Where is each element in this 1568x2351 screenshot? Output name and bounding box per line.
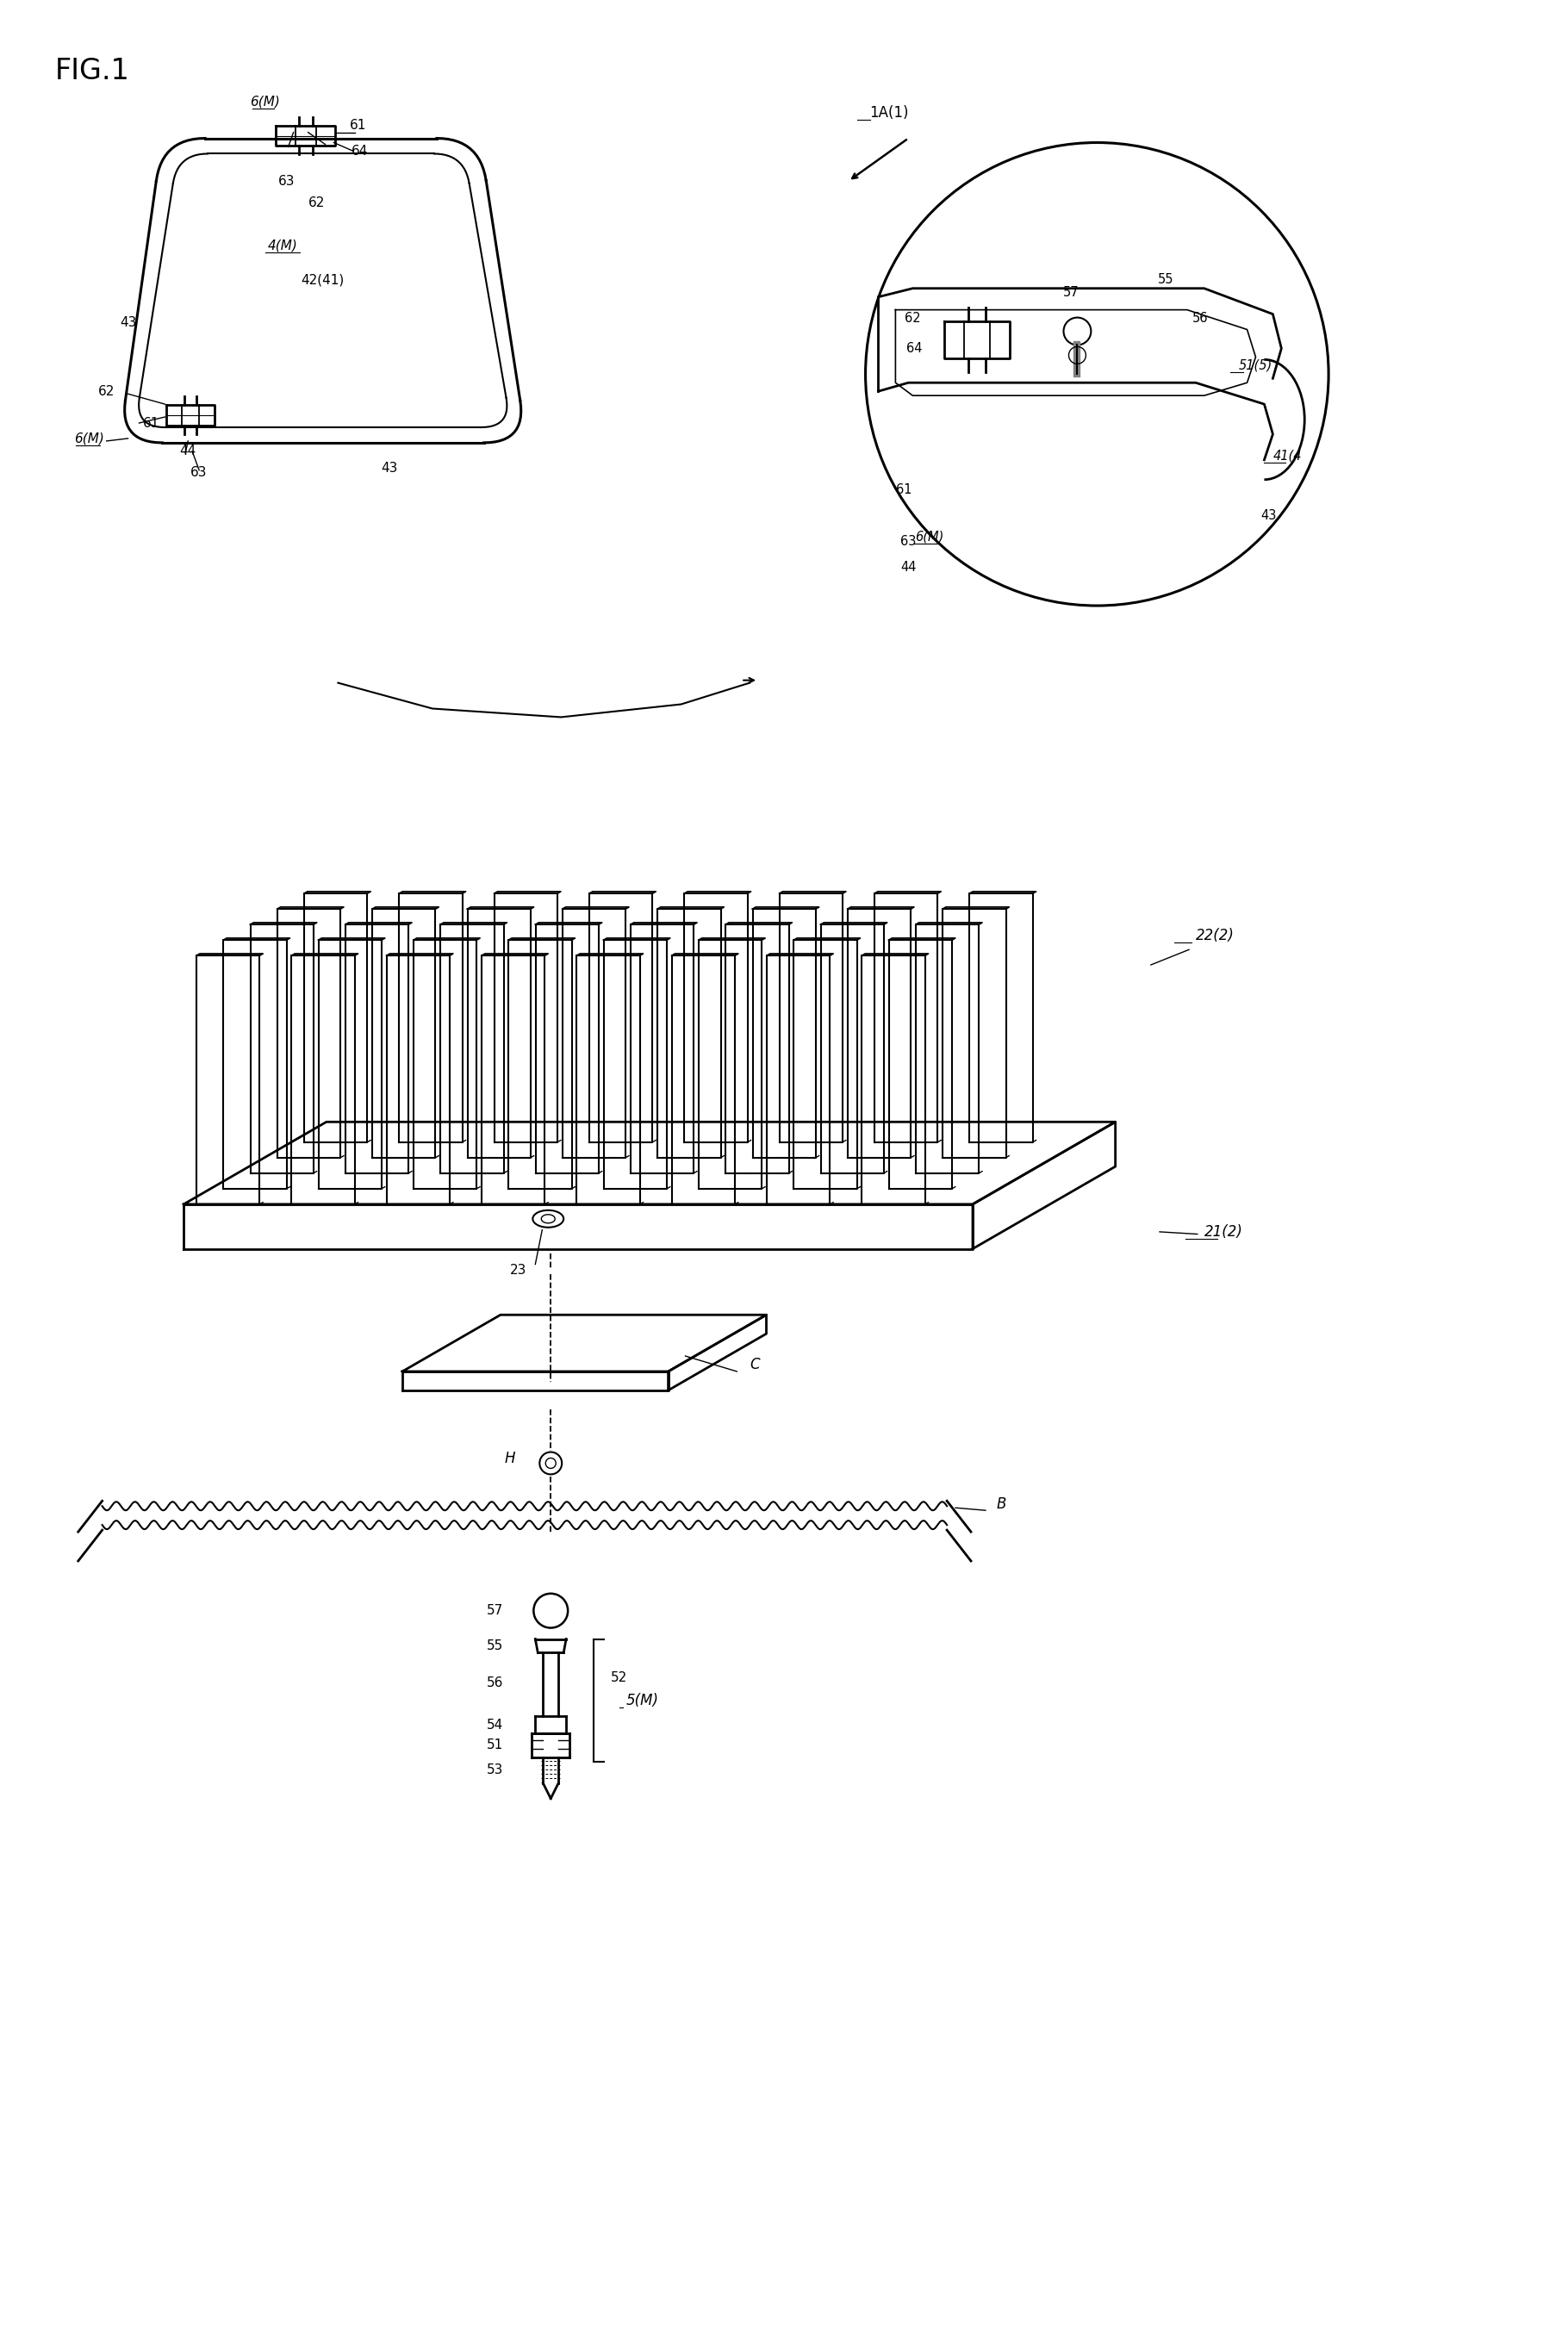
Text: 61: 61 <box>143 416 160 430</box>
Text: 6(M): 6(M) <box>74 433 105 444</box>
Text: B: B <box>997 1498 1007 1512</box>
Text: C: C <box>750 1357 760 1373</box>
Text: 21(2): 21(2) <box>1204 1225 1243 1239</box>
Text: 42(41): 42(41) <box>301 273 345 287</box>
Text: 4(M): 4(M) <box>267 240 298 252</box>
Text: 44: 44 <box>900 560 916 574</box>
Text: 44: 44 <box>180 444 196 458</box>
Text: H: H <box>505 1451 514 1467</box>
Text: 43: 43 <box>1261 510 1276 522</box>
Text: 62: 62 <box>99 386 114 397</box>
Text: 41(4: 41(4 <box>1273 449 1301 463</box>
Text: 56: 56 <box>488 1676 503 1690</box>
Text: 63: 63 <box>278 174 295 188</box>
Text: 62: 62 <box>309 195 325 209</box>
Text: 52: 52 <box>612 1672 627 1683</box>
Text: 61: 61 <box>895 484 913 496</box>
Text: 57: 57 <box>1063 287 1079 299</box>
Text: 1A(1): 1A(1) <box>870 106 909 120</box>
Text: 62: 62 <box>905 313 920 324</box>
Text: 23: 23 <box>510 1265 527 1277</box>
Text: 55: 55 <box>1157 273 1173 287</box>
Text: 22(2): 22(2) <box>1196 929 1234 943</box>
Text: 43: 43 <box>119 317 136 329</box>
Text: 51(5): 51(5) <box>1239 360 1272 371</box>
Text: 64: 64 <box>906 341 922 355</box>
Text: 61: 61 <box>350 120 365 132</box>
Text: 63: 63 <box>900 536 916 548</box>
Text: 55: 55 <box>488 1639 503 1653</box>
Text: 6(M): 6(M) <box>916 531 944 543</box>
Text: 57: 57 <box>488 1603 503 1617</box>
Text: 53: 53 <box>488 1763 503 1777</box>
Text: 5(M): 5(M) <box>626 1693 659 1709</box>
Text: 51: 51 <box>488 1740 503 1751</box>
Text: 56: 56 <box>1192 313 1207 324</box>
Text: 54: 54 <box>488 1719 503 1730</box>
Text: 43: 43 <box>381 463 398 475</box>
Text: 6(M): 6(M) <box>251 94 281 108</box>
Text: 63: 63 <box>191 465 207 480</box>
Text: FIG.1: FIG.1 <box>55 56 130 85</box>
Text: 64: 64 <box>351 146 368 158</box>
